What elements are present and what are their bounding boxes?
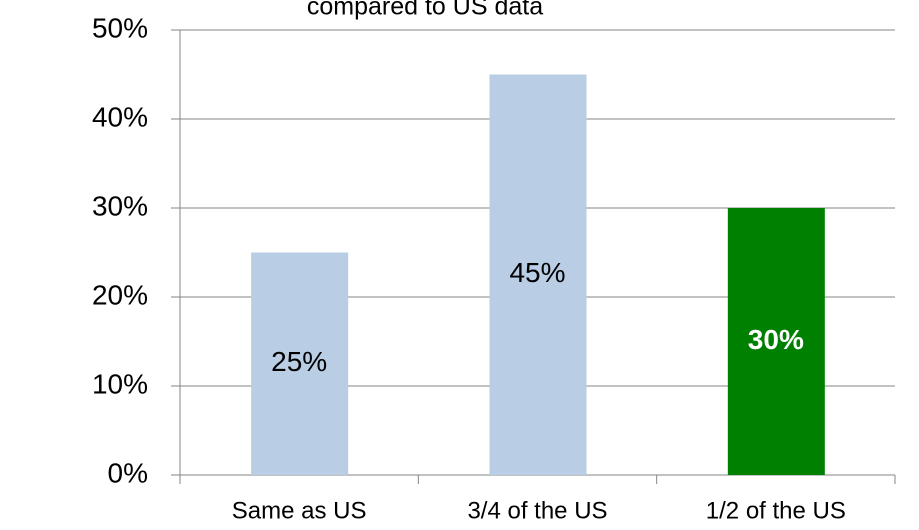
y-tick-label: 30% xyxy=(92,190,148,221)
bar xyxy=(251,252,349,475)
data-label: 25% xyxy=(271,346,327,377)
y-tick-label: 10% xyxy=(92,368,148,399)
chart-title: compared to US data xyxy=(307,0,543,21)
bar xyxy=(489,74,587,475)
bar xyxy=(727,208,825,475)
x-tick-label: 3/4 of the US xyxy=(467,497,607,524)
y-tick-label: 0% xyxy=(108,457,148,488)
y-tick-label: 20% xyxy=(92,279,148,310)
data-label: 45% xyxy=(509,257,565,288)
y-tick-label: 50% xyxy=(92,12,148,43)
y-tick-label: 40% xyxy=(92,101,148,132)
data-label: 30% xyxy=(748,324,804,355)
x-tick-label: 1/2 of the US xyxy=(706,497,846,524)
x-tick-label: Same as US xyxy=(232,497,367,524)
